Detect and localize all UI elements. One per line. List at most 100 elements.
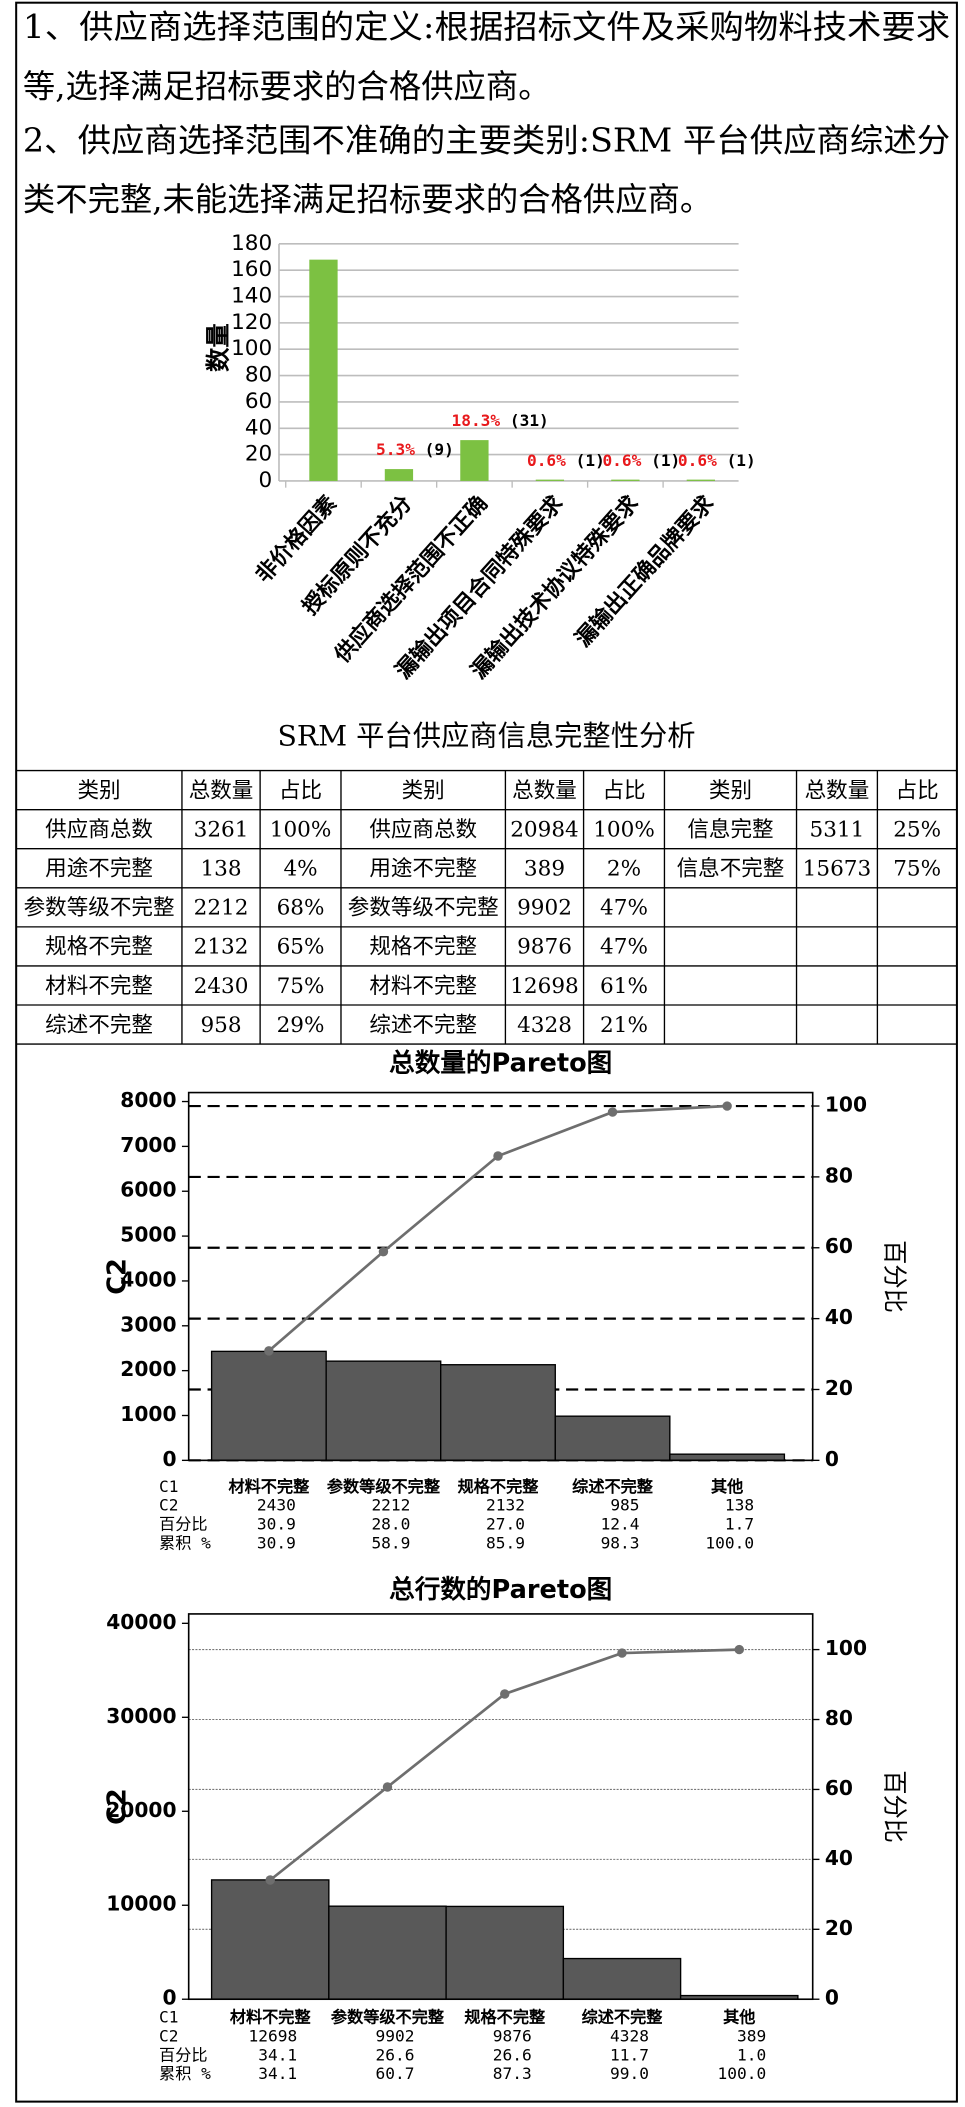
summary-value: 389: [737, 2026, 766, 2045]
table-cell: 3261: [194, 818, 249, 843]
summary-row-label: C2: [159, 1496, 178, 1515]
summary-cumulative: 85.9: [486, 1533, 525, 1552]
table-cell: 类别: [402, 778, 445, 803]
y-tick-label: 5000: [120, 1223, 176, 1247]
y-tick-label: 3000: [120, 1312, 176, 1336]
summary-percent: 12.4: [601, 1515, 640, 1534]
table-cell: 综述不完整: [369, 1013, 477, 1038]
data-label-percent: 5.3%: [376, 440, 415, 459]
table-cell: 类别: [709, 778, 752, 803]
table-cell: 总数量: [512, 778, 577, 803]
y2-tick-label: 100: [825, 1636, 867, 1660]
bar: [210, 1350, 327, 1462]
y-tick-label: 40000: [106, 1610, 176, 1634]
cumulative-point: [382, 1782, 393, 1792]
cumulative-point: [500, 1689, 510, 1699]
data-label-count: (31): [500, 411, 549, 430]
table-cell: 9876: [517, 935, 572, 960]
x-tick-label: 材料不完整: [230, 2008, 312, 2027]
table-cell: 供应商总数: [369, 818, 477, 843]
data-label-percent: 0.6%: [527, 450, 566, 469]
cumulative-point: [493, 1151, 503, 1161]
table-cell: 958: [200, 1013, 241, 1038]
table-cell: 综述不完整: [45, 1013, 153, 1038]
table-cell: 100%: [270, 818, 332, 843]
page-border: [15, 1, 958, 2103]
summary-row-label: C1: [159, 2008, 178, 2027]
y-tick-label: 60: [245, 389, 272, 414]
x-tick-label: 规格不完整: [464, 2008, 546, 2027]
table-cell: 信息不完整: [677, 857, 785, 882]
cumulative-line: [267, 1104, 728, 1352]
summary-percent: 1.0: [737, 2045, 766, 2064]
x-tick-label: 漏输出正确品牌要求: [570, 490, 719, 652]
summary-percent: 26.6: [376, 2045, 415, 2064]
data-label: 0.6% (1): [602, 450, 680, 469]
table-cell: 总数量: [189, 778, 254, 803]
y-tick-label: 1000: [120, 1402, 176, 1426]
y2-tick-label: 20: [825, 1376, 853, 1400]
y-tick-label: 140: [231, 284, 272, 309]
table-cell: 用途不完整: [45, 857, 153, 882]
data-label-count: (1): [717, 450, 756, 469]
summary-row-label: 累积 %: [159, 1533, 211, 1552]
table-cell: 2430: [194, 974, 249, 999]
data-label: 0.6% (1): [678, 450, 756, 469]
table-cell: 389: [524, 857, 565, 882]
table-cell: 25%: [893, 818, 941, 843]
y-tick-label: 7000: [120, 1133, 176, 1157]
summary-value: 12698: [249, 2026, 298, 2045]
table-cell: 2%: [607, 857, 641, 882]
table-cell: 2212: [194, 896, 249, 921]
cumulative-point: [617, 1648, 627, 1658]
cumulative-point: [378, 1246, 389, 1257]
summary-percent: 28.0: [371, 1515, 410, 1534]
y2-tick-label: 60: [825, 1234, 853, 1258]
summary-percent: 11.7: [610, 2045, 649, 2064]
table-cell: 29%: [277, 1013, 325, 1038]
summary-cumulative: 99.0: [610, 2064, 649, 2083]
cumulative-line: [269, 1648, 740, 1882]
y-tick-label: 6000: [120, 1178, 176, 1202]
table-cell: 61%: [600, 974, 648, 999]
y2-tick-label: 0: [825, 1447, 839, 1471]
summary-cumulative: 58.9: [371, 1533, 410, 1552]
summary-row-label: C1: [159, 1477, 178, 1496]
x-tick-label: 综述不完整: [572, 1477, 654, 1496]
y2-tick-label: 60: [825, 1776, 853, 1800]
table-cell: 65%: [277, 935, 325, 960]
y2-axis-label: 百分比: [881, 1770, 910, 1843]
y-axis-label: 数量: [204, 323, 233, 372]
y-tick-label: 20000: [106, 1798, 176, 1822]
y-tick-label: 8000: [120, 1088, 176, 1112]
paragraph-line: 类不完整,未能选择满足招标要求的合格供应商。: [23, 181, 712, 219]
y2-tick-label: 100: [825, 1093, 867, 1117]
table-cell: 占比: [896, 778, 939, 803]
table-cell: 材料不完整: [45, 974, 153, 999]
bar: [562, 1957, 682, 2000]
table-cell: 12698: [510, 974, 579, 999]
table-cell: 15673: [803, 857, 872, 882]
y-tick-label: 10000: [106, 1892, 176, 1916]
table-cell: 47%: [600, 896, 648, 921]
cumulative-point: [722, 1101, 732, 1111]
table-cell: 75%: [893, 857, 941, 882]
x-tick-label: 参数等级不完整: [327, 1477, 441, 1496]
y2-tick-label: 80: [825, 1163, 853, 1187]
summary-value: 2212: [371, 1496, 410, 1515]
y-tick-label: 2000: [120, 1357, 176, 1381]
table-cell: 20984: [510, 818, 579, 843]
summary-cumulative: 98.3: [601, 1533, 640, 1552]
table-cell: 2132: [194, 935, 249, 960]
table-cell: 材料不完整: [369, 974, 477, 999]
summary-value: 2132: [486, 1496, 525, 1515]
table-cell: 占比: [602, 778, 645, 803]
table-cell: 规格不完整: [369, 935, 477, 960]
table-cell: 占比: [279, 778, 322, 803]
cumulative-point: [607, 1107, 618, 1117]
y-tick-label: 80: [245, 363, 272, 388]
summary-cumulative: 34.1: [258, 2064, 297, 2083]
summary-cumulative: 100.0: [718, 2064, 767, 2083]
y2-tick-label: 40: [825, 1305, 853, 1329]
y-axis-label: C2: [103, 1788, 133, 1825]
